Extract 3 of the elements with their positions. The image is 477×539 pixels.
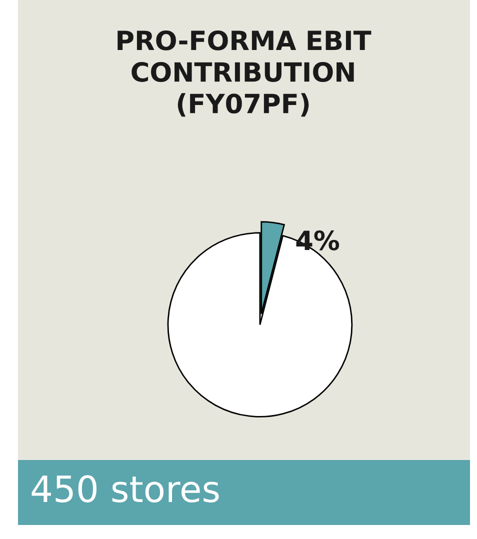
data-label: 4% <box>296 230 340 250</box>
chart-title: PRO-FORMA EBIT CONTRIBUTION (FY07PF) <box>118 30 372 117</box>
text: 450 stores <box>32 475 219 502</box>
